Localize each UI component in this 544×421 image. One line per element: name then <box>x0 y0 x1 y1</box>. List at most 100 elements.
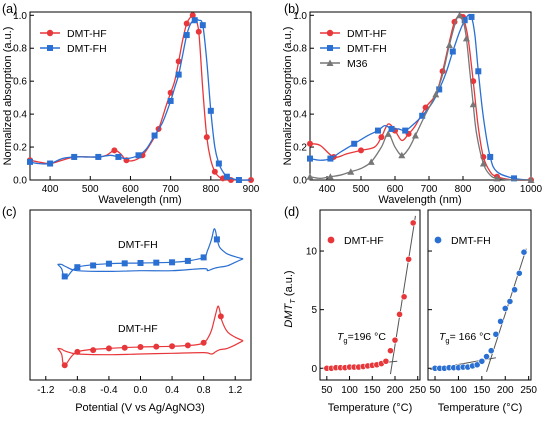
legend-label-d2: DMT-FH <box>451 235 491 247</box>
tg-annotation-d1: Tg=196 °C <box>337 331 386 345</box>
x-tick-label-c-4: 0.4 <box>165 385 179 396</box>
x-tick-label-d2-3: 200 <box>497 385 514 396</box>
x-tick-label-d1-4: 250 <box>409 385 426 396</box>
data-point-b-2-4 <box>347 168 355 175</box>
x-tick-label-d2-1: 100 <box>450 385 467 396</box>
data-point-b-0-0 <box>307 140 313 147</box>
data-point-d2-17 <box>511 286 519 294</box>
data-point-a-1-18 <box>183 32 190 39</box>
data-point-a-1-6 <box>95 153 102 160</box>
legend-marker-b-2 <box>326 59 334 66</box>
y-tick-label-d-0: 0 <box>311 364 317 375</box>
data-point-b-2-14 <box>432 90 440 98</box>
panel-label-d: (d) <box>284 205 299 219</box>
tg-sub-d2: g <box>445 336 449 345</box>
cv-point-peak-1 <box>217 313 224 320</box>
legend-marker-a-1 <box>47 45 53 51</box>
y-tick-label-d-2: 10 <box>306 247 318 258</box>
data-point-a-1-2 <box>47 160 54 167</box>
plot-frame-b <box>309 11 532 181</box>
y-tick-label-a-5: 1.0 <box>13 11 27 22</box>
y-axis-label-d-main: DMT <box>283 302 295 327</box>
cv-reverse-0 <box>57 258 244 273</box>
data-point-a-1-10 <box>135 152 142 159</box>
cv-point-0-3 <box>105 260 112 267</box>
data-point-a-0-26 <box>203 134 210 141</box>
data-point-d2-13 <box>492 330 500 338</box>
data-point-b-2-10 <box>398 151 406 159</box>
data-point-a-1-0 <box>27 158 33 165</box>
legend-label-a-0: DMT-HF <box>67 28 107 40</box>
data-point-a-0-18 <box>175 58 182 65</box>
data-point-a-1-8 <box>115 153 122 160</box>
data-point-a-1-14 <box>167 97 174 104</box>
x-axis-label-d1: Temperature (°C) <box>328 402 412 414</box>
data-point-b-2-6 <box>367 158 375 165</box>
x-tick-label-c-3: 0.0 <box>134 385 148 396</box>
cv-point-1-9 <box>200 339 207 346</box>
data-point-b-1-10 <box>402 127 409 134</box>
x-tick-label-d2-2: 150 <box>473 385 490 396</box>
data-point-a-1-26 <box>215 160 222 167</box>
x-axis-label-c: Potential (V vs Ag/AgNO3) <box>75 402 205 414</box>
data-point-d2-10 <box>478 357 486 365</box>
data-point-b-1-0 <box>307 155 313 162</box>
x-tick-label-b-6: 1000 <box>520 184 543 195</box>
cv-point-1-8 <box>184 342 191 349</box>
tg-value-d2: = 166 °C <box>450 331 492 343</box>
legend-d2: DMT-FH <box>434 235 491 247</box>
data-point-d1-19 <box>409 219 417 227</box>
legend-marker-d1 <box>327 236 335 244</box>
y-tick-label-a-0: 0.0 <box>13 176 27 187</box>
data-point-b-2-12 <box>411 132 419 139</box>
x-tick-label-c-2: -0.4 <box>100 385 118 396</box>
legend-marker-d2 <box>434 236 442 244</box>
data-point-b-2-22 <box>469 100 477 108</box>
x-tick-label-b-0: 400 <box>319 184 336 195</box>
x-axis-label-d2: Temperature (°C) <box>438 402 522 414</box>
plot-area-d <box>322 215 528 375</box>
data-point-a-0-8 <box>111 147 118 154</box>
y-tick-label-b-1: 0.2 <box>293 143 307 154</box>
y-axis-label-d-unit: (a.u.) <box>283 270 295 299</box>
cv-point-0-5 <box>137 260 144 266</box>
data-point-b-2-0 <box>306 173 314 180</box>
y-axis-label-b: Normalized absorption (a.u.) <box>282 27 294 166</box>
cv-forward-1 <box>57 305 244 366</box>
y-tick-label-a-1: 0.2 <box>13 143 27 154</box>
cv-point-1-6 <box>153 343 160 350</box>
data-point-d2-14 <box>497 317 504 325</box>
panel-label-b: (b) <box>284 2 299 16</box>
x-tick-label-d1-1: 100 <box>341 385 358 396</box>
panel-label-a: (a) <box>2 2 17 16</box>
y-tick-label-b-4: 0.8 <box>293 44 307 55</box>
legend-d1: DMT-HF <box>327 235 384 247</box>
y-tick-label-a-3: 0.6 <box>13 77 27 88</box>
data-point-b-2-8 <box>384 130 392 137</box>
data-point-a-1-16 <box>175 71 182 78</box>
x-tick-label-d2-0: 50 <box>429 385 441 396</box>
data-point-b-1-4 <box>351 140 358 147</box>
data-point-b-0-6 <box>378 134 385 141</box>
data-point-b-2-16 <box>445 41 453 48</box>
tg-annotation-d2: Tg= 166 °C <box>439 331 491 345</box>
x-tick-label-a-2: 600 <box>122 184 139 195</box>
data-point-b-1-26 <box>511 175 517 182</box>
data-point-b-1-2 <box>327 155 334 162</box>
cv-point-0-1 <box>74 264 81 271</box>
data-point-a-1-4 <box>71 153 78 160</box>
x-tick-label-a-0: 400 <box>42 184 59 195</box>
x-tick-label-b-3: 700 <box>421 184 438 195</box>
x-tick-label-c-5: 0.8 <box>197 385 211 396</box>
data-point-d1-14 <box>387 347 394 355</box>
tg-sub-d1: g <box>343 336 347 345</box>
cv-point-0-4 <box>121 260 128 267</box>
data-point-a-1-12 <box>151 132 158 139</box>
data-point-b-0-20 <box>470 78 477 85</box>
legend-a: DMT-HF DMT-FH <box>40 28 107 55</box>
tg-symbol-d2: T <box>439 331 447 343</box>
x-tick-label-b-1: 500 <box>353 184 370 195</box>
data-point-d2-12 <box>487 347 495 355</box>
cv-point-0-0 <box>61 273 68 280</box>
